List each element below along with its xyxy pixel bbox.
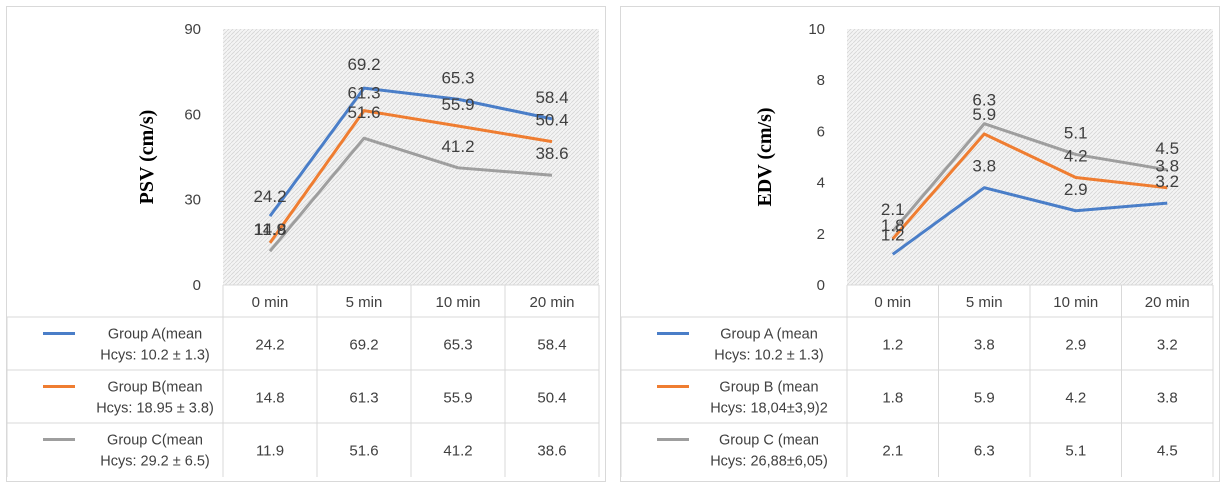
table-cell: 58.4 <box>537 337 566 354</box>
table-cell: 14.8 <box>255 390 284 407</box>
psv-chart-panel: 0 30 60 90 PSV (cm/s) 0 min 5 min 10 min 20 min G… <box>6 6 606 482</box>
y-tick-label: 0 <box>817 277 825 294</box>
x-category-label: 0 min <box>874 294 911 311</box>
table-cell: 1.8 <box>882 390 903 407</box>
legend-label: Group B(mean <box>107 380 202 396</box>
data-label: 50.4 <box>535 111 568 130</box>
y-axis-title: PSV (cm/s) <box>136 110 158 205</box>
y-tick-label: 30 <box>184 192 201 209</box>
series-line <box>268 136 553 253</box>
data-label: 38.6 <box>535 144 568 163</box>
y-tick-label: 2 <box>817 226 825 243</box>
table-cell: 69.2 <box>349 337 378 354</box>
legend-label: Hcys: 10.2 ± 1.3) <box>100 348 210 364</box>
y-tick-label: 60 <box>184 106 201 123</box>
series-line <box>891 122 1168 233</box>
table-cell: 3.8 <box>974 337 995 354</box>
legend-label: Hcys: 29.2 ± 6.5) <box>100 454 210 470</box>
y-tick-label: 0 <box>193 277 201 294</box>
data-label: 14.8 <box>253 220 286 239</box>
series-line <box>891 132 1168 240</box>
legend-label: Group C(mean <box>107 433 203 449</box>
table-cell: 61.3 <box>349 390 378 407</box>
legend-label: Hcys: 18.95 ± 3.8) <box>96 401 214 417</box>
legend-label: Hcys: 18,04±3,9)2 <box>710 401 828 417</box>
data-label: 4.2 <box>1064 146 1088 165</box>
data-label: 5.9 <box>972 105 996 124</box>
table-cell: 4.5 <box>1157 443 1178 460</box>
y-axis-title: EDV (cm/s) <box>754 107 776 206</box>
table-cell: 41.2 <box>443 443 472 460</box>
data-label: 1.8 <box>881 216 905 235</box>
data-label: 5.1 <box>1064 123 1088 142</box>
data-label: 4.5 <box>1155 139 1179 158</box>
legend-label: Group A (mean <box>720 327 818 343</box>
y-tick-label: 8 <box>817 72 825 89</box>
x-category-label: 5 min <box>966 294 1003 311</box>
data-label: 41.2 <box>441 137 474 156</box>
x-category-label: 10 min <box>435 294 480 311</box>
edv-chart: 0 2 4 6 8 10 EDV (cm/s) 0 min 5 min 10 min 20 min G… <box>621 21 1214 477</box>
table-cell: 50.4 <box>537 390 566 407</box>
x-category-label: 10 min <box>1053 294 1098 311</box>
table-cell: 65.3 <box>443 337 472 354</box>
data-label: 1.2 <box>881 225 905 244</box>
y-tick-label: 4 <box>817 175 825 192</box>
y-tick-label: 90 <box>184 21 201 38</box>
psv-chart: 0 30 60 90 PSV (cm/s) 0 min 5 min 10 min 20 min G… <box>7 21 600 477</box>
legend-label: Hcys: 26,88±6,05) <box>710 454 828 470</box>
table-cell: 24.2 <box>255 337 284 354</box>
series-line <box>891 186 1168 256</box>
table-cell: 5.9 <box>974 390 995 407</box>
table-cell: 3.2 <box>1157 337 1178 354</box>
table-cell: 55.9 <box>443 390 472 407</box>
legend-label: Group A(mean <box>108 327 202 343</box>
table-cell: 4.2 <box>1065 390 1086 407</box>
x-category-label: 20 min <box>529 294 574 311</box>
table-cell: 5.1 <box>1065 443 1086 460</box>
data-label: 61.3 <box>347 84 380 103</box>
table-cell: 3.8 <box>1157 390 1178 407</box>
y-tick-label: 6 <box>817 123 825 140</box>
table-cell: 1.2 <box>882 337 903 354</box>
series-line <box>268 86 553 218</box>
table-cell: 11.9 <box>256 443 284 460</box>
data-label: 69.2 <box>347 55 380 74</box>
legend-label: Hcys: 10.2 ± 1.3) <box>714 348 824 364</box>
table-cell: 6.3 <box>974 443 995 460</box>
data-label: 3.8 <box>972 157 996 176</box>
table-cell: 2.1 <box>882 443 903 460</box>
x-category-label: 20 min <box>1145 294 1190 311</box>
data-label: 58.4 <box>535 88 568 107</box>
data-label: 2.1 <box>881 200 905 219</box>
x-category-label: 5 min <box>346 294 383 311</box>
data-label: 51.6 <box>347 103 380 122</box>
plot-area <box>223 29 599 285</box>
data-label: 3.8 <box>1155 157 1179 176</box>
data-label: 2.9 <box>1064 180 1088 199</box>
y-tick-label: 10 <box>808 21 825 38</box>
legend-label: Group B (mean <box>719 380 818 396</box>
legend-label: Group C (mean <box>719 433 819 449</box>
data-label: 65.3 <box>441 68 474 87</box>
table-cell: 51.6 <box>349 443 378 460</box>
data-label: 3.2 <box>1155 172 1179 191</box>
table-cell: 2.9 <box>1065 337 1086 354</box>
data-label: 55.9 <box>441 95 474 114</box>
series-line <box>268 109 553 244</box>
table-cell: 38.6 <box>537 443 566 460</box>
x-category-label: 0 min <box>252 294 289 311</box>
data-label: 11.9 <box>254 220 286 239</box>
data-label: 6.3 <box>972 91 996 110</box>
edv-chart-panel: 0 2 4 6 8 10 EDV (cm/s) 0 min 5 min 10 min 20 min G… <box>620 6 1220 482</box>
data-label: 24.2 <box>253 187 286 206</box>
